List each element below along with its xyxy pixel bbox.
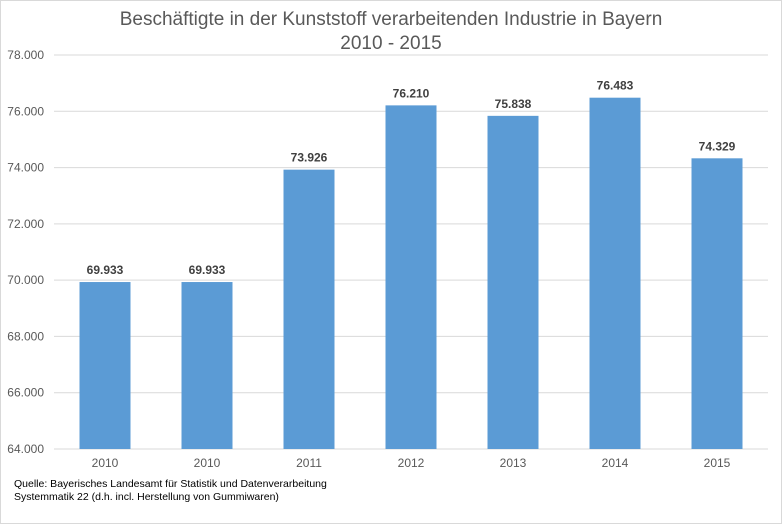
data-label: 73.926 (291, 151, 328, 165)
chart-title-line2: 2010 - 2015 (340, 33, 442, 54)
bar (283, 169, 335, 450)
y-tick-label: 76.000 (7, 104, 44, 118)
source-note: Quelle: Bayerisches Landesamt für Statis… (14, 478, 327, 504)
y-tick-label: 72.000 (7, 217, 44, 231)
source-line1: Quelle: Bayerisches Landesamt für Statis… (14, 478, 327, 490)
x-tick-label: 2013 (500, 456, 527, 470)
bar (79, 282, 131, 449)
data-label: 76.483 (597, 79, 634, 93)
y-tick-label: 74.000 (7, 161, 44, 175)
y-tick-label: 66.000 (7, 386, 44, 400)
chart-title: Beschäftigte in der Kunststoff verarbeit… (0, 8, 782, 56)
bar (385, 105, 437, 449)
data-label: 69.933 (87, 263, 124, 277)
bars: 69.933 69.933 73.926 76.210 75.838 76.483 74.3… (79, 79, 743, 450)
x-tick-label: 2014 (602, 456, 629, 470)
data-label: 74.329 (699, 139, 736, 153)
data-label: 69.933 (189, 263, 226, 277)
y-axis: 64.000 66.000 68.000 70.000 72.000 74.000 76.0… (7, 48, 44, 456)
y-tick-label: 68.000 (7, 329, 44, 343)
source-line2: Systemmatik 22 (d.h. incl. Herstellung v… (14, 491, 279, 503)
x-tick-label: 2010 (194, 456, 221, 470)
y-tick-label: 78.000 (7, 48, 44, 62)
x-axis: 2010 2010 2011 2012 2013 2014 2015 (92, 456, 731, 470)
bar (691, 158, 743, 449)
bar (487, 115, 539, 450)
bar (181, 282, 233, 449)
y-tick-label: 70.000 (7, 273, 44, 287)
chart-title-line1: Beschäftigte in der Kunststoff verarbeit… (119, 9, 663, 30)
bar (589, 97, 641, 449)
x-tick-label: 2010 (92, 456, 119, 470)
x-tick-label: 2015 (704, 456, 731, 470)
y-tick-label: 64.000 (7, 442, 44, 456)
data-label: 75.838 (495, 97, 532, 111)
x-tick-label: 2011 (296, 456, 322, 470)
x-tick-label: 2012 (398, 456, 425, 470)
data-label: 76.210 (393, 86, 430, 100)
